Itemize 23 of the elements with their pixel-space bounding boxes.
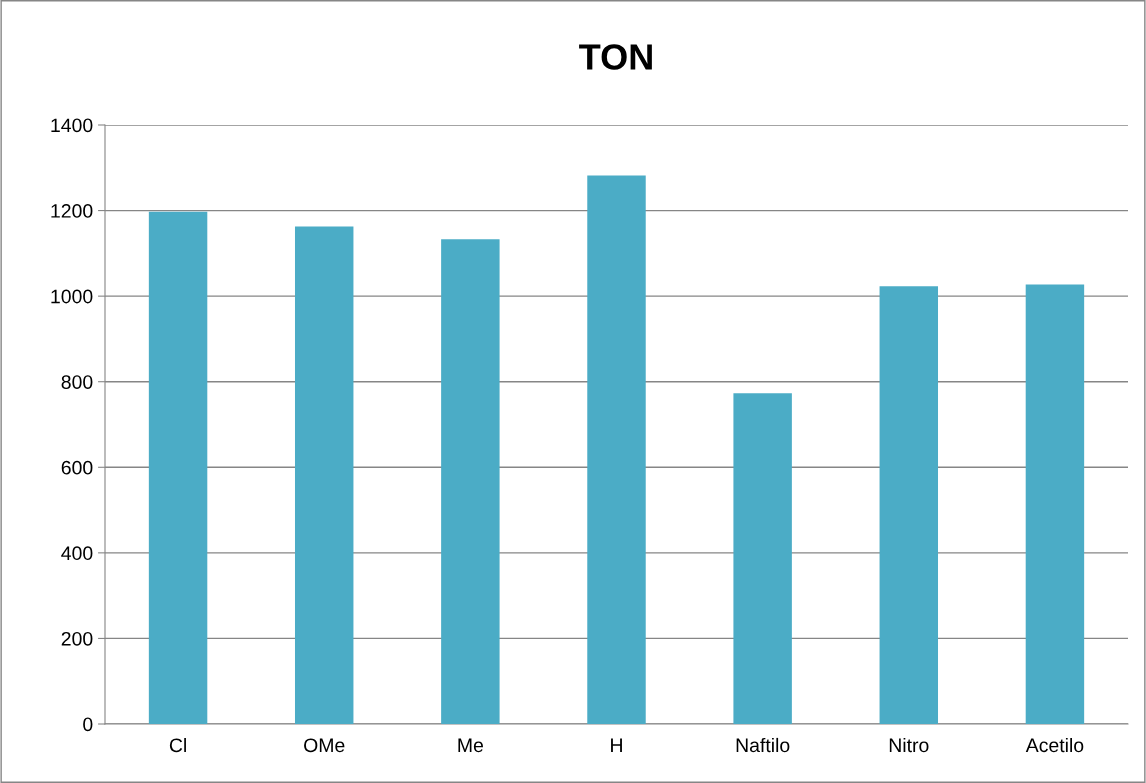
chart-title: TON bbox=[579, 44, 652, 70]
x-tick-label: Naftilo bbox=[736, 737, 790, 753]
x-tick-label: Cl bbox=[169, 737, 186, 753]
y-tick-label: 200 bbox=[61, 631, 93, 646]
bar bbox=[148, 211, 208, 724]
x-tick-label: H bbox=[611, 738, 622, 752]
x-tick-label: OMe bbox=[304, 738, 345, 753]
bar bbox=[879, 286, 939, 724]
bar bbox=[587, 175, 646, 724]
y-tick-label: 800 bbox=[61, 375, 93, 389]
y-tick-label: 0 bbox=[83, 717, 93, 732]
x-tick-label: Acetilo bbox=[1025, 737, 1084, 753]
y-tick-label: 600 bbox=[61, 460, 93, 475]
y-tick-label: 400 bbox=[61, 546, 93, 561]
y-tick-label: 1200 bbox=[51, 204, 93, 218]
x-tick-label: Me bbox=[458, 738, 483, 753]
x-tick-label: Nitro bbox=[889, 737, 929, 753]
bar bbox=[733, 393, 792, 724]
y-tick-label: 1000 bbox=[51, 289, 93, 304]
bar bbox=[294, 226, 354, 724]
y-tick-label: 1400 bbox=[51, 118, 93, 133]
bar bbox=[1025, 284, 1085, 724]
bar bbox=[441, 239, 500, 724]
